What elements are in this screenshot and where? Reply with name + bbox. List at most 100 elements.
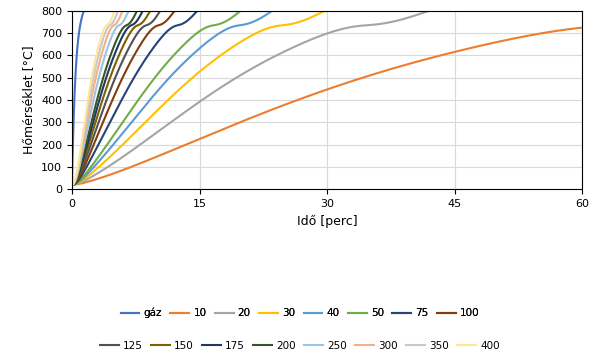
175	[130, 22, 137, 27]
175	[421, 9, 428, 13]
gáz	[72, 72, 79, 76]
50	[68, 183, 76, 187]
75	[421, 9, 428, 13]
gáz	[72, 69, 79, 74]
50	[129, 106, 136, 110]
125	[129, 39, 136, 43]
300	[578, 9, 586, 13]
Y-axis label: Hőmérséklet [°C]: Hőmérséklet [°C]	[23, 46, 35, 154]
400	[111, 9, 118, 13]
175	[101, 82, 108, 86]
50	[421, 9, 428, 13]
50	[463, 9, 470, 13]
Line: 20: 20	[72, 11, 582, 185]
350	[578, 9, 586, 13]
40	[269, 9, 276, 13]
40	[68, 183, 76, 187]
125	[578, 9, 586, 13]
10	[462, 47, 469, 51]
10	[578, 26, 586, 30]
Line: 175: 175	[72, 11, 582, 185]
250	[101, 56, 108, 60]
Line: 50: 50	[72, 11, 582, 185]
Line: gáz: gáz	[72, 11, 84, 185]
Line: 75: 75	[72, 11, 582, 185]
20	[421, 10, 428, 14]
10	[129, 164, 136, 168]
Line: 200: 200	[72, 11, 582, 185]
75	[68, 183, 76, 187]
200	[129, 17, 136, 21]
Line: 400: 400	[72, 11, 582, 185]
200	[463, 9, 470, 13]
200	[421, 9, 428, 13]
250	[421, 9, 428, 13]
10	[101, 175, 108, 179]
30	[463, 9, 470, 13]
100	[101, 117, 108, 122]
30	[578, 9, 586, 13]
30	[421, 9, 428, 13]
175	[68, 183, 76, 187]
300	[227, 9, 234, 13]
10	[227, 124, 234, 128]
350	[115, 9, 122, 13]
100	[463, 9, 470, 13]
250	[125, 9, 132, 13]
Line: 250: 250	[72, 11, 582, 185]
175	[139, 9, 146, 13]
150	[101, 93, 108, 97]
30	[227, 46, 234, 51]
125	[101, 104, 108, 109]
250	[129, 9, 136, 13]
400	[130, 9, 137, 13]
150	[421, 9, 428, 13]
40	[101, 153, 108, 158]
75	[578, 9, 586, 13]
30	[129, 133, 136, 137]
100	[421, 9, 428, 13]
gáz	[80, 10, 87, 15]
30	[130, 132, 137, 136]
40	[463, 9, 470, 13]
350	[227, 9, 234, 13]
400	[421, 9, 428, 13]
400	[227, 9, 234, 13]
200	[578, 9, 586, 13]
10	[130, 164, 137, 168]
75	[129, 78, 136, 82]
30	[321, 9, 328, 13]
50	[101, 147, 108, 151]
350	[421, 9, 428, 13]
50	[130, 105, 137, 109]
10	[68, 183, 76, 187]
75	[227, 9, 234, 13]
20	[129, 148, 136, 152]
125	[463, 9, 470, 13]
75	[101, 131, 108, 136]
40	[130, 118, 137, 122]
350	[101, 33, 108, 38]
50	[237, 9, 244, 13]
20	[68, 183, 76, 187]
30	[101, 160, 108, 164]
100	[171, 9, 178, 13]
400	[129, 9, 136, 13]
Legend: 125, 150, 175, 200, 250, 300, 350, 400: 125, 150, 175, 200, 250, 300, 350, 400	[96, 337, 504, 355]
20	[101, 167, 108, 171]
150	[463, 9, 470, 13]
300	[119, 9, 126, 13]
75	[463, 9, 470, 13]
Line: 300: 300	[72, 11, 582, 185]
125	[421, 9, 428, 13]
gáz	[70, 108, 77, 112]
200	[227, 9, 234, 13]
20	[578, 9, 586, 13]
Line: 100: 100	[72, 11, 582, 185]
300	[68, 183, 76, 187]
300	[421, 9, 428, 13]
30	[68, 183, 76, 187]
20	[130, 147, 137, 152]
400	[101, 27, 108, 31]
Line: 350: 350	[72, 11, 582, 185]
